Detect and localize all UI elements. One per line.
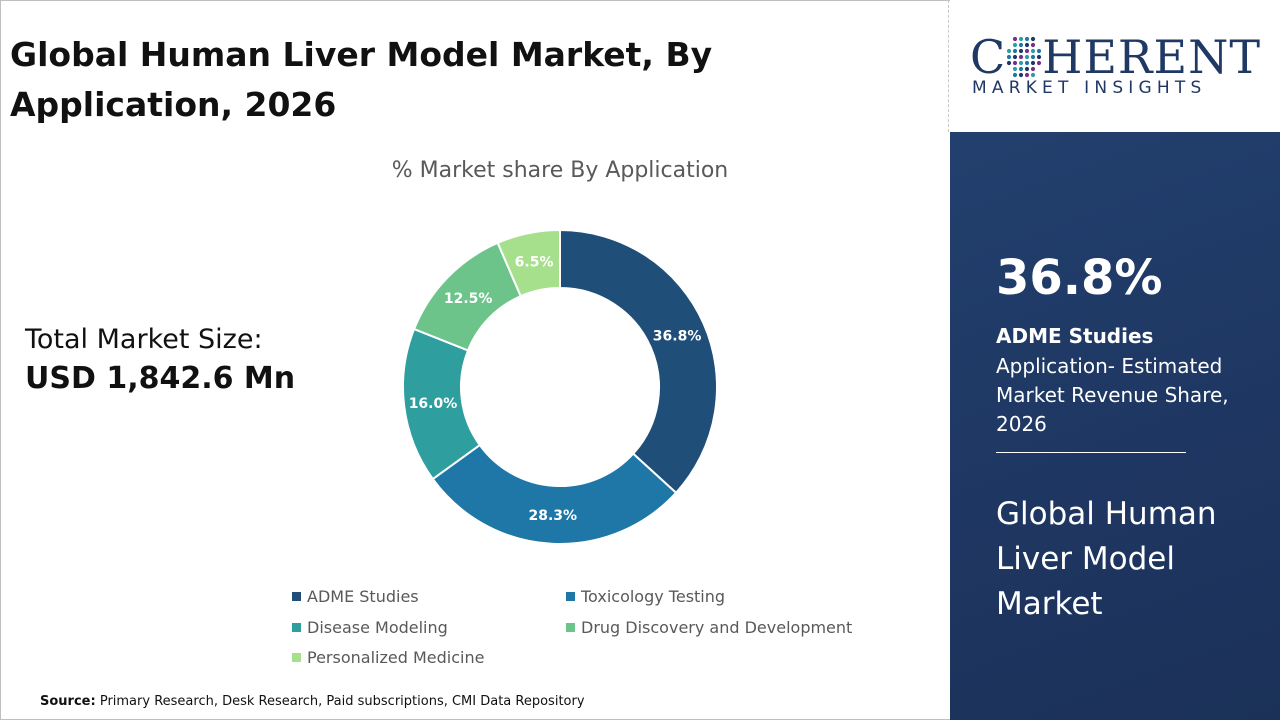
logo-dot <box>1013 66 1018 72</box>
logo-dot <box>1025 42 1030 48</box>
logo-dot <box>1025 60 1030 66</box>
logo-letter-c: C <box>970 30 1007 84</box>
legend-label-1: ADME Studies <box>307 587 419 606</box>
logo-globe-icon <box>1007 36 1042 78</box>
legend-item-2: Toxicology Testing <box>566 587 725 606</box>
legend-item-4: Drug Discovery and Development <box>566 618 852 637</box>
logo-dot <box>1031 54 1036 60</box>
logo-dot <box>1013 72 1018 78</box>
slice-data-label-5: 6.5% <box>515 255 554 271</box>
donut-slice-1 <box>559 228 718 495</box>
source-note: Source: Primary Research, Desk Research,… <box>40 694 585 709</box>
logo-dot <box>1031 42 1036 48</box>
highlight-stat-label: ADME Studies <box>996 324 1154 348</box>
logo-dot <box>1025 72 1030 78</box>
logo-dot <box>1031 36 1036 42</box>
sidebar-market-title: Global Human Liver Model Market <box>996 496 1217 622</box>
logo-dot <box>1025 36 1030 42</box>
legend-item-5: Personalized Medicine <box>292 648 484 667</box>
logo-dot <box>1037 48 1042 54</box>
total-market-label: Total Market Size: <box>25 324 263 355</box>
logo-dot <box>1019 66 1024 72</box>
donut-chart: 36.8% 28.3% 16.0% 12.5% 6.5% <box>402 228 718 545</box>
logo-letters: HERENT <box>1042 30 1262 84</box>
sidebar-divider <box>996 452 1186 453</box>
total-market-value: USD 1,842.6 Mn <box>25 361 296 396</box>
slice-data-label-2: 28.3% <box>528 508 577 524</box>
source-label: Source: <box>40 694 96 709</box>
logo-dot <box>1013 60 1018 66</box>
logo-dot <box>1037 60 1042 66</box>
logo-dot <box>1031 60 1036 66</box>
logo-dot <box>1019 72 1024 78</box>
sidebar-panel: 36.8% ADME Studies Application- Estimate… <box>950 132 1280 720</box>
donut-slice-2 <box>431 443 678 545</box>
logo-dot <box>1019 60 1024 66</box>
logo-tagline: MARKET INSIGHTS <box>972 78 1207 98</box>
chart-title: % Market share By Application <box>391 158 729 183</box>
logo-dot <box>1013 36 1018 42</box>
logo-dot <box>1031 66 1036 72</box>
logo-dot <box>1031 72 1036 78</box>
logo-dot <box>1007 60 1012 66</box>
source-text: Primary Research, Desk Research, Paid su… <box>99 694 585 709</box>
logo-dot <box>1031 48 1036 54</box>
logo-dot <box>1025 66 1030 72</box>
legend-swatch-5 <box>292 653 301 662</box>
legend-swatch-2 <box>566 592 575 601</box>
legend-item-3: Disease Modeling <box>292 618 448 637</box>
logo-dot <box>1019 36 1024 42</box>
logo-dot <box>1019 48 1024 54</box>
logo-dot <box>1013 42 1018 48</box>
legend-label-2: Toxicology Testing <box>581 587 726 606</box>
logo-dot <box>1007 54 1012 60</box>
logo-wordmark: C HERENT <box>970 30 1261 84</box>
legend-item-1: ADME Studies <box>292 587 419 606</box>
legend-label-3: Disease Modeling <box>307 618 448 637</box>
legend-swatch-4 <box>566 623 575 632</box>
legend-label-5: Personalized Medicine <box>307 648 485 667</box>
donut-slice-5 <box>496 228 561 298</box>
chart-panel: Global Human Liver Model Market, By Appl… <box>10 35 852 709</box>
header-divider <box>948 0 949 132</box>
logo-dot <box>1019 42 1024 48</box>
logo-dot <box>1007 48 1012 54</box>
logo-dot <box>1019 54 1024 60</box>
logo-dot <box>1037 54 1042 60</box>
page-title: Global Human Liver Model Market, By Appl… <box>10 35 713 124</box>
highlight-stat: 36.8% <box>996 250 1163 306</box>
slice-data-label-1: 36.8% <box>653 328 702 344</box>
logo-dot <box>1013 54 1018 60</box>
highlight-stat-description: Application- Estimated Market Revenue Sh… <box>996 354 1229 436</box>
legend-label-4: Drug Discovery and Development <box>581 618 853 637</box>
slice-data-label-3: 16.0% <box>409 396 458 412</box>
logo-dot <box>1013 48 1018 54</box>
logo-dot <box>1025 54 1030 60</box>
company-logo: C HERENT MARKET INSIGHTS <box>950 0 1280 132</box>
slice-data-label-4: 12.5% <box>444 291 493 307</box>
legend-swatch-1 <box>292 592 301 601</box>
logo-dot <box>1025 48 1030 54</box>
legend-swatch-3 <box>292 623 301 632</box>
